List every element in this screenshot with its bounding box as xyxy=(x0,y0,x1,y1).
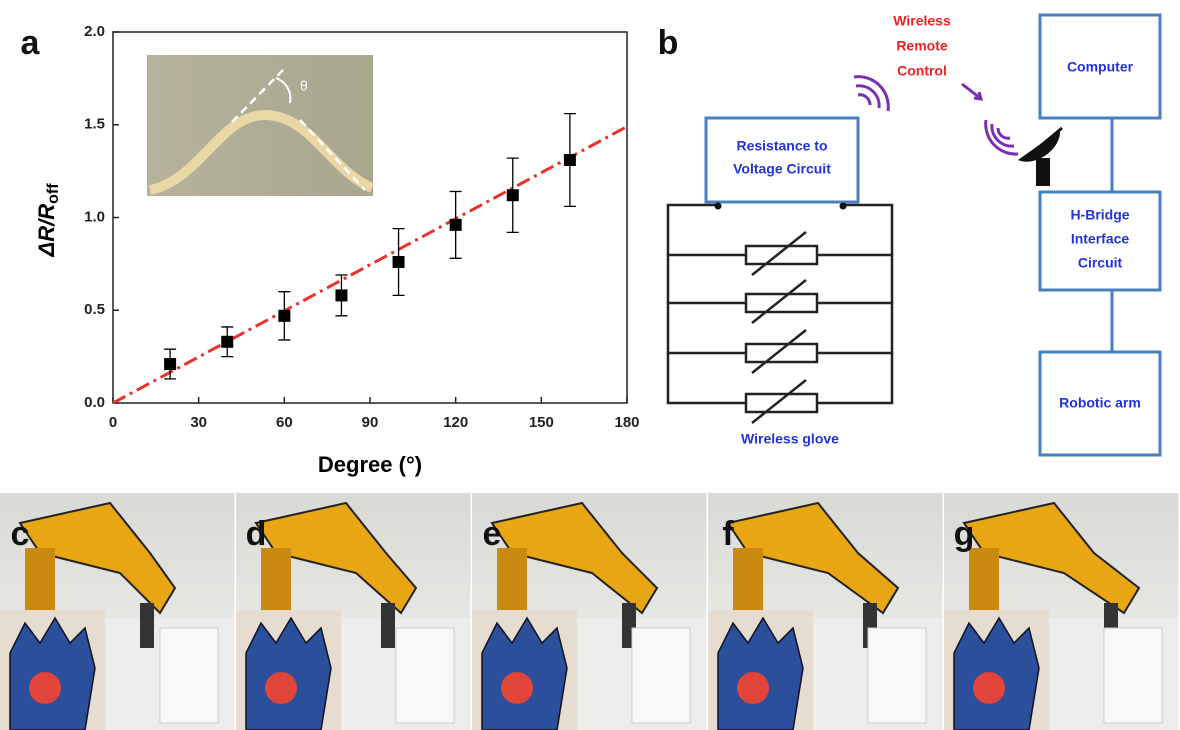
point xyxy=(392,256,405,269)
point xyxy=(164,358,177,371)
point xyxy=(449,218,462,231)
remote-text: Wireless xyxy=(893,13,951,29)
panel-label: c xyxy=(11,515,30,553)
y-tick-label: 1.5 xyxy=(84,116,105,133)
panel-label: d xyxy=(246,515,267,553)
x-tick-label: 90 xyxy=(362,414,379,431)
x-tick-label: 0 xyxy=(109,414,117,431)
fit-line xyxy=(112,125,628,405)
circuit-text: Resistance to xyxy=(736,138,827,154)
y-axis-label-main: ΔR/R xyxy=(34,204,59,258)
arm-box xyxy=(1038,350,1162,457)
robot-base xyxy=(969,548,999,618)
x-tick-label: 180 xyxy=(614,414,639,431)
robot-base xyxy=(497,548,527,618)
remote-text: Control xyxy=(897,63,947,79)
point xyxy=(506,189,519,202)
y-tick-label: 1.0 xyxy=(84,208,105,225)
diagram: b Resistance to Voltage Circuit Wireless… xyxy=(658,13,1162,457)
glove-logo xyxy=(265,672,297,704)
hbridge-box xyxy=(1038,190,1162,292)
x-axis-label: Degree (°) xyxy=(318,452,422,477)
remote-text: Remote xyxy=(896,38,948,54)
hbridge-text: H-Bridge xyxy=(1070,207,1129,223)
glove-text: Wireless glove xyxy=(741,431,839,447)
x-tick-label: 30 xyxy=(190,414,207,431)
inset-label: θ xyxy=(300,78,308,94)
hbridge-text: Interface xyxy=(1071,231,1130,247)
point xyxy=(335,289,348,302)
y-axis-label: ΔR/Roff xyxy=(34,183,62,258)
y-tick-label: 0.0 xyxy=(84,394,105,411)
panel-label: g xyxy=(954,515,975,553)
x-tick-label: 120 xyxy=(443,414,468,431)
arm-text: Robotic arm xyxy=(1059,395,1141,411)
paper-box xyxy=(631,627,691,724)
paper-box xyxy=(867,627,927,724)
y-axis-label-sub: off xyxy=(45,183,62,204)
y-tick-label: 2.0 xyxy=(84,23,105,40)
glove-logo xyxy=(973,672,1005,704)
computer-box xyxy=(1038,13,1162,120)
inset-photo xyxy=(147,55,375,196)
paper-box xyxy=(1103,627,1163,724)
glove-logo xyxy=(737,672,769,704)
y-tick-label: 0.5 xyxy=(84,301,105,318)
robot-base xyxy=(261,548,291,618)
panel-label: a xyxy=(21,24,41,62)
point xyxy=(221,335,234,348)
panel-label: e xyxy=(483,515,502,553)
panel-label: b xyxy=(658,24,679,62)
point xyxy=(563,153,576,166)
robot-base xyxy=(733,548,763,618)
x-tick-label: 60 xyxy=(276,414,293,431)
glove-logo xyxy=(501,672,533,704)
glove-logo xyxy=(29,672,61,704)
gripper xyxy=(381,603,395,648)
signal-waves xyxy=(853,75,1019,156)
photo-row: c d e f g xyxy=(0,493,1180,730)
panel-label: f xyxy=(722,515,734,553)
paper-box xyxy=(395,627,455,724)
circuit-text: Voltage Circuit xyxy=(733,161,831,177)
gripper xyxy=(140,603,154,648)
x-tick-label: 150 xyxy=(529,414,554,431)
circuit-box xyxy=(704,116,860,204)
antenna xyxy=(1018,126,1063,186)
computer-text: Computer xyxy=(1067,59,1134,75)
resistors xyxy=(668,231,892,424)
robot-base xyxy=(25,548,55,618)
paper-box xyxy=(159,627,219,724)
hbridge-text: Circuit xyxy=(1078,255,1123,271)
point xyxy=(278,309,291,322)
